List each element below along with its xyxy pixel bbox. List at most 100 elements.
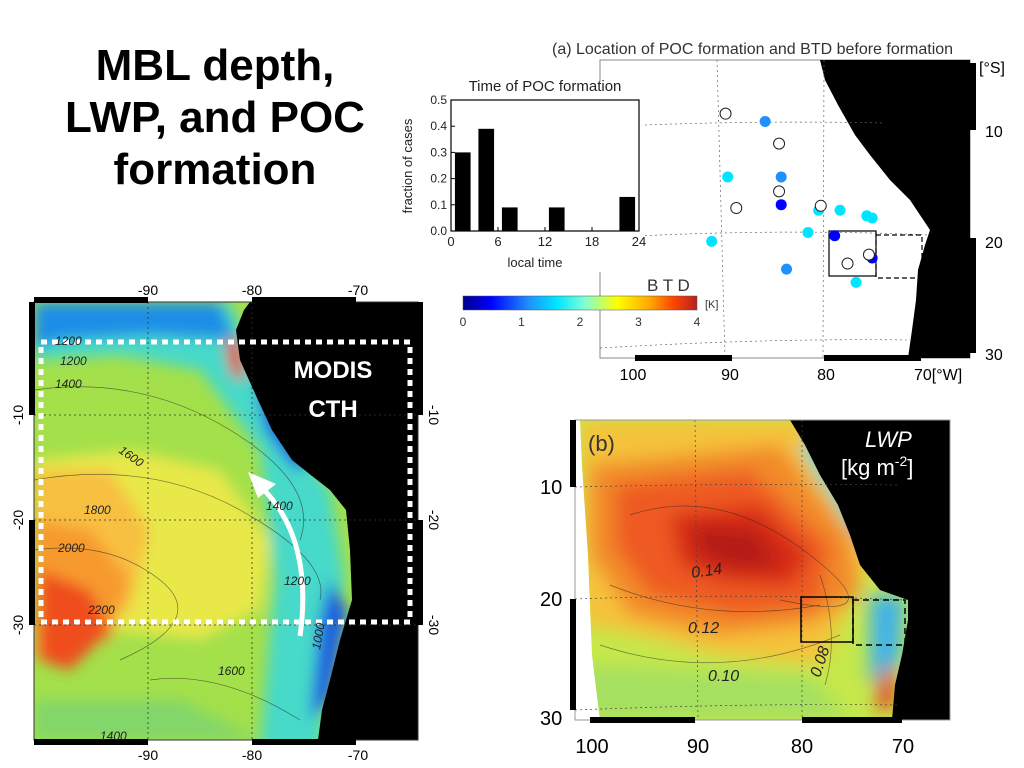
cth-label-line-1: MODIS: [294, 357, 373, 384]
histogram-xlabel: local time: [508, 255, 563, 270]
poc-point-filled: [829, 230, 841, 242]
modis-domain-box: [38, 339, 413, 625]
cth-lon-tick-bot-3: -70: [348, 747, 368, 763]
cth-lon-tick-top-1: -90: [138, 282, 158, 298]
lwp-lat-tick: 20: [540, 589, 562, 611]
lwp-lon-tick: 90: [687, 736, 709, 758]
cth-lat-tick-left-1: -10: [10, 405, 26, 425]
slide-title: MBL depth, LWP, and POC formation: [30, 40, 400, 196]
panel-a-lat-tick: 10: [985, 124, 1003, 141]
lwp-contour-label: 0.12: [688, 620, 719, 637]
poc-point-filled: [759, 115, 771, 127]
cth-lon-tick-bot-1: -90: [138, 747, 158, 763]
histogram-bar: [478, 128, 495, 231]
poc-point-open: [773, 137, 786, 150]
panel-a-land: [820, 60, 970, 358]
panel-a-lat-tick: 20: [985, 235, 1003, 252]
lwp-lon-tick: 80: [791, 736, 813, 758]
cth-contour-label: 1200: [60, 354, 87, 368]
histogram-ylabel: fraction of cases: [400, 118, 415, 213]
histogram-ytick-label: 0.5: [430, 93, 447, 107]
colorbar-tick: 3: [635, 315, 642, 329]
cth-lat-tick-left-3: -30: [10, 615, 26, 635]
poc-point-filled: [781, 263, 793, 275]
poc-solid-box: [828, 230, 877, 277]
cth-lat-tick-right-2: -20: [426, 510, 442, 530]
histogram-ytick-label: 0.1: [430, 198, 447, 212]
poc-point-filled: [802, 226, 814, 238]
histogram-title: Time of POC formation: [469, 78, 622, 95]
colorbar-tick: 0: [460, 315, 467, 329]
cth-field: [34, 302, 418, 740]
poc-point-filled: [775, 171, 787, 183]
histogram-bar: [548, 207, 565, 231]
flow-arrow: [260, 486, 306, 637]
cth-contour-label: 1000: [309, 621, 327, 650]
cth-lon-tick-bot-2: -80: [242, 747, 262, 763]
lwp-contour-label: 0.10: [708, 668, 739, 685]
cth-contour-label: 1600: [218, 664, 245, 678]
cth-map-panel: MODIS CTH -90 -80 -70 -90 -80 -70 -10 -2…: [10, 282, 442, 763]
cth-contour-label: 1400: [266, 499, 293, 513]
btd-colorbar: [462, 295, 698, 311]
cth-contour-label: 2200: [87, 603, 115, 617]
panel-a-lon-tick: 100: [620, 367, 647, 384]
panel-a-lat-tick: 30: [985, 347, 1003, 364]
poc-point-open: [841, 257, 854, 270]
panel-b-label: (b): [588, 431, 615, 456]
cth-lat-tick-right-1: -10: [426, 405, 442, 425]
panel-a-lat-unit: [°S]: [979, 60, 1005, 77]
panel-a-lon-last: 70[°W]: [914, 367, 962, 384]
poc-point-filled: [866, 212, 878, 224]
poc-point-open: [773, 185, 786, 198]
poc-points: [706, 107, 878, 288]
lwp-contour-label: 0.14: [690, 561, 723, 582]
lwp-dashed-box: [852, 599, 906, 646]
cth-land: [236, 302, 418, 740]
lwp-unit: [kg m-2]: [841, 453, 913, 480]
histogram-bar: [619, 196, 636, 231]
panel-a-lon-tick: 90: [721, 367, 739, 384]
poc-location-map: (a) Location of POC formation and BTD be…: [460, 41, 1005, 384]
panel-a-title: (a) Location of POC formation and BTD be…: [552, 41, 953, 58]
cth-contour-label: 2000: [57, 541, 85, 555]
lwp-lat-tick: 10: [540, 477, 562, 499]
cth-lon-tick-top-2: -80: [242, 282, 262, 298]
cth-label-line-2: CTH: [308, 396, 357, 423]
histogram-xtick-label: 6: [494, 234, 501, 249]
lwp-var-name: LWP: [865, 427, 912, 452]
poc-point-open: [862, 248, 875, 261]
colorbar-unit: [K]: [705, 299, 718, 311]
cth-lat-tick-right-3: -30: [426, 615, 442, 635]
cth-lon-tick-top-3: -70: [348, 282, 368, 298]
histogram-xtick-label: 12: [538, 234, 552, 249]
histogram-ytick-label: 0.4: [430, 119, 447, 133]
poc-point-filled: [834, 204, 846, 216]
poc-point-open: [730, 202, 743, 215]
colorbar-tick: 1: [518, 315, 525, 329]
poc-point-filled: [706, 235, 718, 247]
histogram-xtick-label: 0: [447, 234, 454, 249]
colorbar-title: B T D: [647, 276, 690, 295]
histogram-ytick-label: 0.0: [430, 224, 447, 238]
lwp-lon-tick: 70: [892, 736, 914, 758]
title-line-1: MBL depth,: [95, 41, 335, 90]
poc-point-filled: [775, 199, 787, 211]
colorbar-tick: 2: [577, 315, 584, 329]
poc-point-open: [719, 107, 732, 120]
cth-contour-label: 1400: [100, 729, 127, 743]
histogram-xtick-label: 18: [585, 234, 599, 249]
cth-contour-label: 1400: [55, 377, 82, 391]
poc-point-filled: [850, 276, 862, 288]
histogram-ytick-label: 0.3: [430, 145, 447, 159]
lwp-lat-tick: 30: [540, 708, 562, 730]
flow-arrow-head: [248, 472, 276, 498]
cth-lat-tick-left-2: -20: [10, 510, 26, 530]
histogram-bars: [454, 128, 636, 231]
poc-point-filled: [722, 171, 734, 183]
lwp-map-panel: (b) LWP [kg m-2] 0.14 0.12 0.10 0.08 10 …: [540, 419, 951, 758]
lwp-lon-tick: 100: [575, 736, 608, 758]
histogram-bar: [501, 207, 518, 231]
histogram-ytick-label: 0.2: [430, 172, 447, 186]
poc-point-open: [814, 199, 827, 212]
